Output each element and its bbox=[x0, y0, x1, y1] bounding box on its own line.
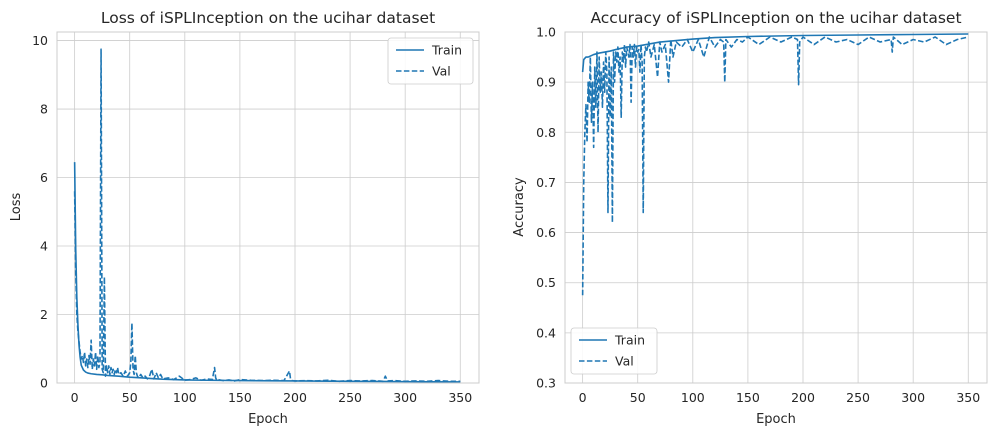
accuracy-legend-train-label: Train bbox=[614, 333, 645, 348]
loss-x-tick-label: 50 bbox=[122, 390, 138, 405]
loss-series-group bbox=[73, 48, 461, 383]
loss-y-axis-label: Loss bbox=[9, 193, 24, 222]
accuracy-x-tick-label: 200 bbox=[791, 390, 815, 405]
accuracy-legend-val-label: Val bbox=[615, 354, 634, 369]
accuracy-x-tick-label: 150 bbox=[736, 390, 760, 405]
accuracy-y-axis-label: Accuracy bbox=[512, 177, 527, 237]
accuracy-y-tick-label: 0.8 bbox=[536, 125, 556, 140]
accuracy-legend: Train Val bbox=[570, 327, 658, 375]
loss-legend: Train Val bbox=[387, 37, 474, 85]
loss-y-ticks: 0 2 4 6 8 10 bbox=[32, 33, 48, 390]
loss-x-tick-label: 200 bbox=[283, 390, 307, 405]
accuracy-y-tick-label: 0.7 bbox=[536, 175, 556, 190]
accuracy-y-tick-label: 0.4 bbox=[536, 325, 556, 340]
accuracy-x-tick-label: 300 bbox=[901, 390, 925, 405]
loss-legend-train-label: Train bbox=[431, 43, 462, 58]
loss-legend-val-label: Val bbox=[432, 64, 451, 79]
accuracy-x-ticks: 0 50 100 150 200 250 300 350 bbox=[579, 390, 981, 405]
accuracy-chart-title: Accuracy of iSPLInception on the ucihar … bbox=[590, 9, 961, 27]
accuracy-x-tick-label: 350 bbox=[956, 390, 980, 405]
loss-y-tick-label: 4 bbox=[40, 239, 48, 254]
accuracy-chart-panel: 0 50 100 150 200 250 300 350 0.3 0.4 0.5 0.6 0.7 0.8… bbox=[512, 9, 988, 427]
loss-y-tick-label: 6 bbox=[40, 170, 48, 185]
accuracy-plot-area bbox=[565, 32, 987, 383]
loss-x-tick-label: 0 bbox=[71, 390, 79, 405]
accuracy-plot-frame bbox=[564, 31, 988, 384]
accuracy-y-tick-label: 0.5 bbox=[536, 275, 556, 290]
loss-x-tick-label: 350 bbox=[448, 390, 472, 405]
accuracy-grid bbox=[565, 31, 987, 384]
loss-y-tick-label: 2 bbox=[40, 307, 48, 322]
accuracy-y-tick-label: 0.3 bbox=[536, 376, 556, 391]
accuracy-x-axis-label: Epoch bbox=[756, 412, 796, 427]
loss-x-tick-label: 100 bbox=[173, 390, 197, 405]
accuracy-x-tick-label: 250 bbox=[846, 390, 870, 405]
loss-val-line bbox=[73, 48, 461, 383]
loss-plot-area bbox=[57, 32, 479, 383]
loss-x-axis-label: Epoch bbox=[248, 412, 288, 427]
accuracy-x-tick-label: 50 bbox=[630, 390, 646, 405]
loss-x-tick-label: 250 bbox=[338, 390, 362, 405]
accuracy-y-tick-label: 0.9 bbox=[536, 75, 556, 90]
loss-y-tick-label: 10 bbox=[32, 33, 48, 48]
loss-x-tick-label: 150 bbox=[228, 390, 252, 405]
accuracy-val-line bbox=[581, 36, 969, 296]
loss-x-ticks: 0 50 100 150 200 250 300 350 bbox=[71, 390, 473, 405]
loss-y-tick-label: 8 bbox=[40, 102, 48, 117]
loss-chart-title: Loss of iSPLInception on the ucihar data… bbox=[101, 9, 435, 27]
loss-plot-frame bbox=[56, 31, 480, 384]
loss-chart-panel: 0 50 100 150 200 250 300 350 0 2 4 6 8 10 Loss of iS… bbox=[9, 9, 480, 427]
accuracy-train-line bbox=[581, 33, 969, 73]
accuracy-y-tick-label: 1.0 bbox=[536, 25, 556, 40]
accuracy-y-tick-label: 0.6 bbox=[536, 225, 556, 240]
accuracy-series-group bbox=[581, 33, 969, 296]
accuracy-y-ticks: 0.3 0.4 0.5 0.6 0.7 0.8 0.9 1.0 bbox=[536, 25, 556, 391]
accuracy-x-tick-label: 100 bbox=[681, 390, 705, 405]
loss-y-tick-label: 0 bbox=[40, 376, 48, 391]
accuracy-x-tick-label: 0 bbox=[579, 390, 587, 405]
loss-x-tick-label: 300 bbox=[393, 390, 417, 405]
